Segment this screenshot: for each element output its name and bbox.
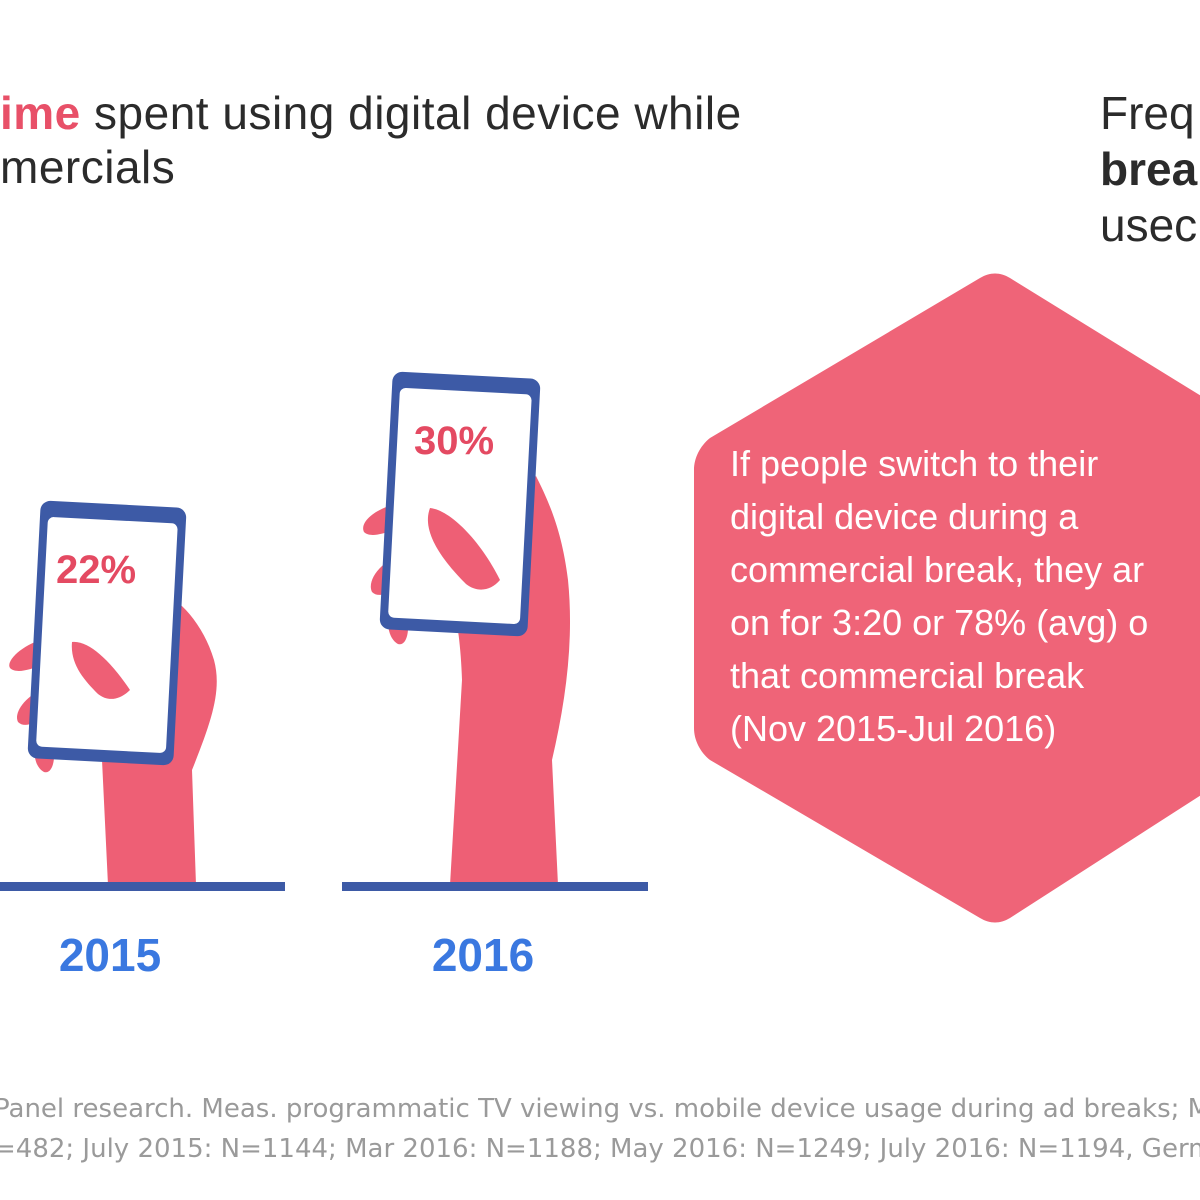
phone-2016-value: 30% — [414, 419, 494, 463]
year-label-2016: 2016 — [431, 929, 535, 981]
left-title-accent: ime — [0, 87, 81, 139]
year-label-2015: 2015 — [58, 929, 162, 981]
thumb-2016 — [427, 508, 500, 590]
baseline-2016 — [342, 882, 648, 891]
baseline-2015 — [0, 882, 285, 891]
footnote-line-2: =482; July 2015: N=1144; Mar 2016: N=118… — [0, 1134, 1200, 1164]
phone-2015-value: 22% — [56, 548, 136, 592]
right-title-line-1: Freq — [1100, 87, 1195, 139]
callout-text: If people switch to their digital device… — [730, 437, 1200, 755]
callout-line: on for 3:20 or 78% (avg) o — [730, 602, 1149, 643]
callout-line: digital device during a — [730, 496, 1079, 537]
thumb-2015 — [71, 641, 130, 699]
right-title-line-2: brea — [1100, 143, 1198, 195]
callout-line: If people switch to their — [730, 443, 1099, 484]
left-title-line-2: mercials — [0, 141, 176, 193]
phone-2016: 30% — [379, 371, 541, 637]
callout-line: (Nov 2015-Jul 2016) — [730, 708, 1057, 749]
right-title-line-3: usec — [1100, 199, 1198, 251]
footnote-line-1: Panel research. Meas. programmatic TV vi… — [0, 1094, 1200, 1124]
callout-line: that commercial break — [730, 655, 1085, 696]
callout-line: commercial break, they ar — [730, 549, 1145, 590]
left-title-rest: spent using digital device while — [80, 87, 742, 139]
callout-hexagon — [694, 273, 1200, 923]
left-title-line-1: ime spent using digital device while — [0, 86, 742, 140]
phone-2015: 22% — [27, 500, 187, 766]
